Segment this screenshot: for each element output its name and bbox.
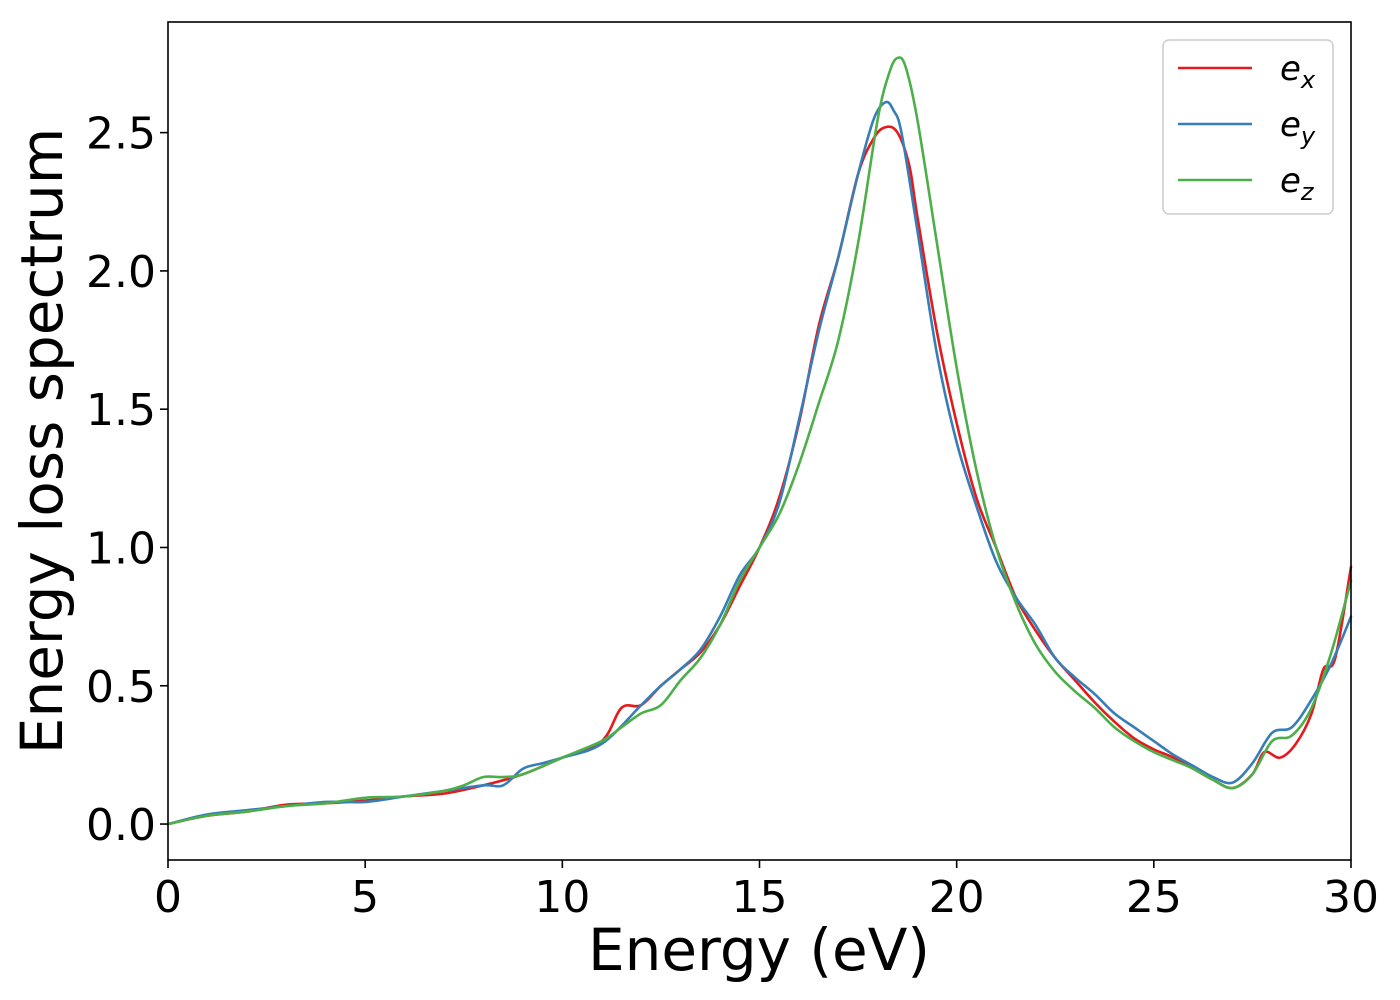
y-tick-label: 1.0 [86, 523, 156, 574]
x-tick-label: 25 [1126, 872, 1182, 923]
x-tick-label: 5 [351, 872, 379, 923]
x-tick-label: 0 [154, 872, 182, 923]
y-axis-title: Energy loss spectrum [8, 128, 76, 754]
legend-label-x: ex [1280, 49, 1316, 94]
plot-area [166, 21, 1353, 861]
legend-box [1162, 39, 1334, 215]
y-tick-label: 2.5 [86, 109, 156, 160]
x-tick-label: 20 [929, 872, 985, 923]
x-tick-label: 10 [534, 872, 590, 923]
plot-background [168, 22, 1351, 860]
legend-label-z: ez [1280, 161, 1315, 206]
x-tick-label: 15 [732, 872, 788, 923]
y-axis-ticks: 0.0 0.5 1.0 1.5 2.0 2.5 [86, 109, 168, 851]
series-line-y [166, 100, 1353, 826]
y-tick-label: 0.5 [86, 662, 156, 713]
y-tick-label: 2.0 [86, 247, 156, 298]
legend: ex ey ez [1162, 39, 1334, 215]
y-tick-label: 1.5 [86, 385, 156, 436]
x-axis-ticks: 0 5 10 15 20 25 30 [154, 860, 1379, 923]
legend-label-y: ey [1280, 105, 1316, 150]
x-axis-title: Energy (eV) [588, 916, 930, 984]
y-tick-label: 0.0 [86, 800, 156, 851]
legend-items: ex ey ez [1178, 49, 1316, 206]
series-line-z [166, 56, 1353, 826]
x-tick-label: 30 [1323, 872, 1379, 923]
series-layer [166, 56, 1353, 826]
